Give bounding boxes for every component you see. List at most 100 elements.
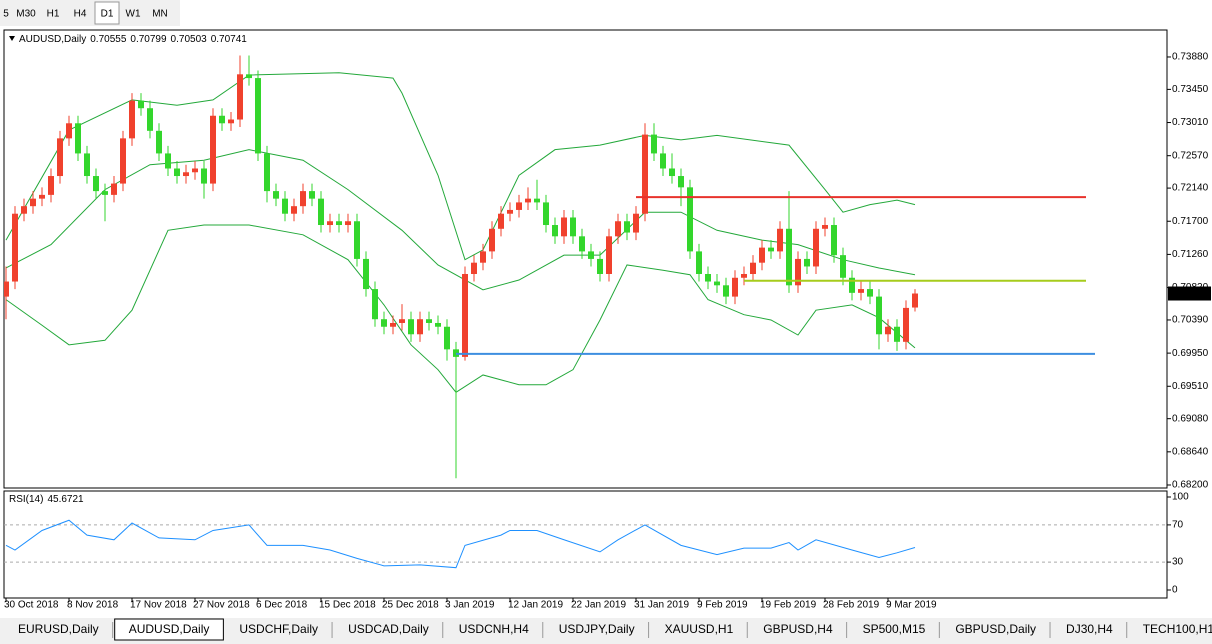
current-price-label: 0.70741	[1171, 288, 1208, 299]
candle-body	[327, 221, 333, 226]
chart-tab[interactable]: USDCHF,Daily	[239, 622, 318, 636]
chart-tab[interactable]: GBPUSD,H4	[763, 622, 833, 636]
x-tick-label: 17 Nov 2018	[130, 600, 187, 611]
candle-body	[57, 138, 63, 177]
candle-body	[894, 326, 900, 342]
rsi-plot	[4, 519, 1167, 569]
timeframe-button[interactable]: W1	[126, 9, 141, 20]
x-tick-label: 12 Jan 2019	[508, 600, 563, 611]
chart-tab[interactable]: XAUUSD,H1	[665, 622, 734, 636]
chart-tab[interactable]: DJ30,H4	[1066, 622, 1113, 636]
chart-tab[interactable]: TECH100,H1	[1143, 622, 1212, 636]
x-tick-label: 15 Dec 2018	[319, 600, 376, 611]
candle-body	[309, 191, 315, 199]
chart-tab[interactable]: USDJPY,Daily	[559, 622, 635, 636]
open-value: 0.70555	[90, 34, 127, 45]
timeframe-button[interactable]: H4	[74, 9, 87, 20]
y-tick-label: 0.69950	[1172, 348, 1209, 359]
candle-body	[534, 198, 540, 203]
candle-body	[840, 255, 846, 278]
rsi-tick-label: 100	[1172, 492, 1189, 503]
candle-body	[822, 225, 828, 229]
candle-body	[561, 217, 567, 237]
candle-body	[498, 213, 504, 229]
candle-body	[849, 277, 855, 293]
x-tick-label: 19 Feb 2019	[760, 600, 817, 611]
candle-body	[246, 74, 252, 79]
candle-body	[543, 202, 549, 226]
rsi-tick-label: 70	[1172, 520, 1184, 531]
y-tick-label: 0.73010	[1172, 117, 1209, 128]
close-value: 0.70741	[211, 34, 248, 45]
rsi-title: RSI(14)	[9, 494, 43, 505]
candle-body	[552, 225, 558, 237]
candle-body	[345, 221, 351, 226]
x-tick-label: 3 Jan 2019	[445, 600, 495, 611]
main-frame	[3, 29, 1168, 489]
y-tick-label: 0.68640	[1172, 446, 1209, 457]
rsi-tick-label: 30	[1172, 557, 1184, 568]
candle-body	[633, 213, 639, 233]
chart-tab[interactable]: USDCAD,Daily	[348, 622, 429, 636]
candle-body	[66, 123, 72, 139]
y-tick-label: 0.69080	[1172, 413, 1209, 424]
candle-body	[624, 221, 630, 233]
x-tick-label: 28 Feb 2019	[823, 600, 880, 611]
candle-body	[282, 198, 288, 214]
chart-header: AUDUSD,Daily 0.70555 0.70799 0.70503 0.70741	[19, 34, 247, 45]
candle-body	[912, 293, 918, 308]
x-tick-label: 31 Jan 2019	[634, 600, 689, 611]
candle-body	[363, 258, 369, 290]
rsi-line	[5, 519, 916, 569]
chart-tab[interactable]: GBPUSD,Daily	[955, 622, 1036, 636]
candle-body	[210, 115, 216, 184]
x-tick-label: 22 Jan 2019	[571, 600, 626, 611]
candle-body	[75, 123, 81, 154]
candle-body	[588, 251, 594, 259]
candle-body	[228, 119, 234, 124]
current-price-box	[1168, 286, 1211, 301]
candle-body	[165, 153, 171, 169]
candle-body	[12, 213, 18, 282]
timeframe-button[interactable]: 5	[3, 9, 9, 20]
candle-body	[768, 247, 774, 252]
timeframe-button[interactable]: MN	[152, 9, 168, 20]
toolbar	[0, 0, 180, 26]
y-tick-label: 0.72140	[1172, 183, 1209, 194]
candle-body	[192, 168, 198, 173]
candle-body	[390, 322, 396, 327]
candle-body	[804, 258, 810, 267]
y-tick-label: 0.73450	[1172, 84, 1209, 95]
candle-body	[732, 277, 738, 297]
candle-body	[723, 285, 729, 297]
high-value: 0.70799	[130, 34, 167, 45]
candle-body	[741, 273, 747, 278]
chart-tab[interactable]: USDCNH,H4	[459, 622, 529, 636]
candle-body	[696, 251, 702, 274]
candle-body	[651, 134, 657, 154]
candle-body	[21, 206, 27, 214]
toolbar-bg	[0, 0, 1212, 27]
candle-body	[291, 206, 297, 214]
candle-body	[156, 130, 162, 154]
x-tick-label: 25 Dec 2018	[382, 600, 439, 611]
timeframe-button[interactable]: H1	[47, 9, 60, 20]
x-tick-label: 6 Dec 2018	[256, 600, 308, 611]
chart-tab[interactable]: EURUSD,Daily	[18, 622, 99, 636]
candle-body	[129, 100, 135, 139]
chart-tab[interactable]: SP500,M15	[863, 622, 926, 636]
candle-body	[255, 78, 261, 154]
timeframe-button[interactable]: D1	[101, 9, 114, 20]
candle-body	[336, 221, 342, 226]
chart-tab[interactable]: AUDUSD,Daily	[129, 622, 210, 636]
rsi-tick-label: 0	[1172, 585, 1178, 596]
collapse-arrow	[9, 36, 15, 41]
candle-body	[273, 191, 279, 199]
candle-body	[777, 228, 783, 252]
candle-body	[201, 168, 207, 184]
candle-body	[147, 108, 153, 131]
timeframe-button[interactable]: M30	[16, 9, 36, 20]
candle-body	[102, 191, 108, 195]
